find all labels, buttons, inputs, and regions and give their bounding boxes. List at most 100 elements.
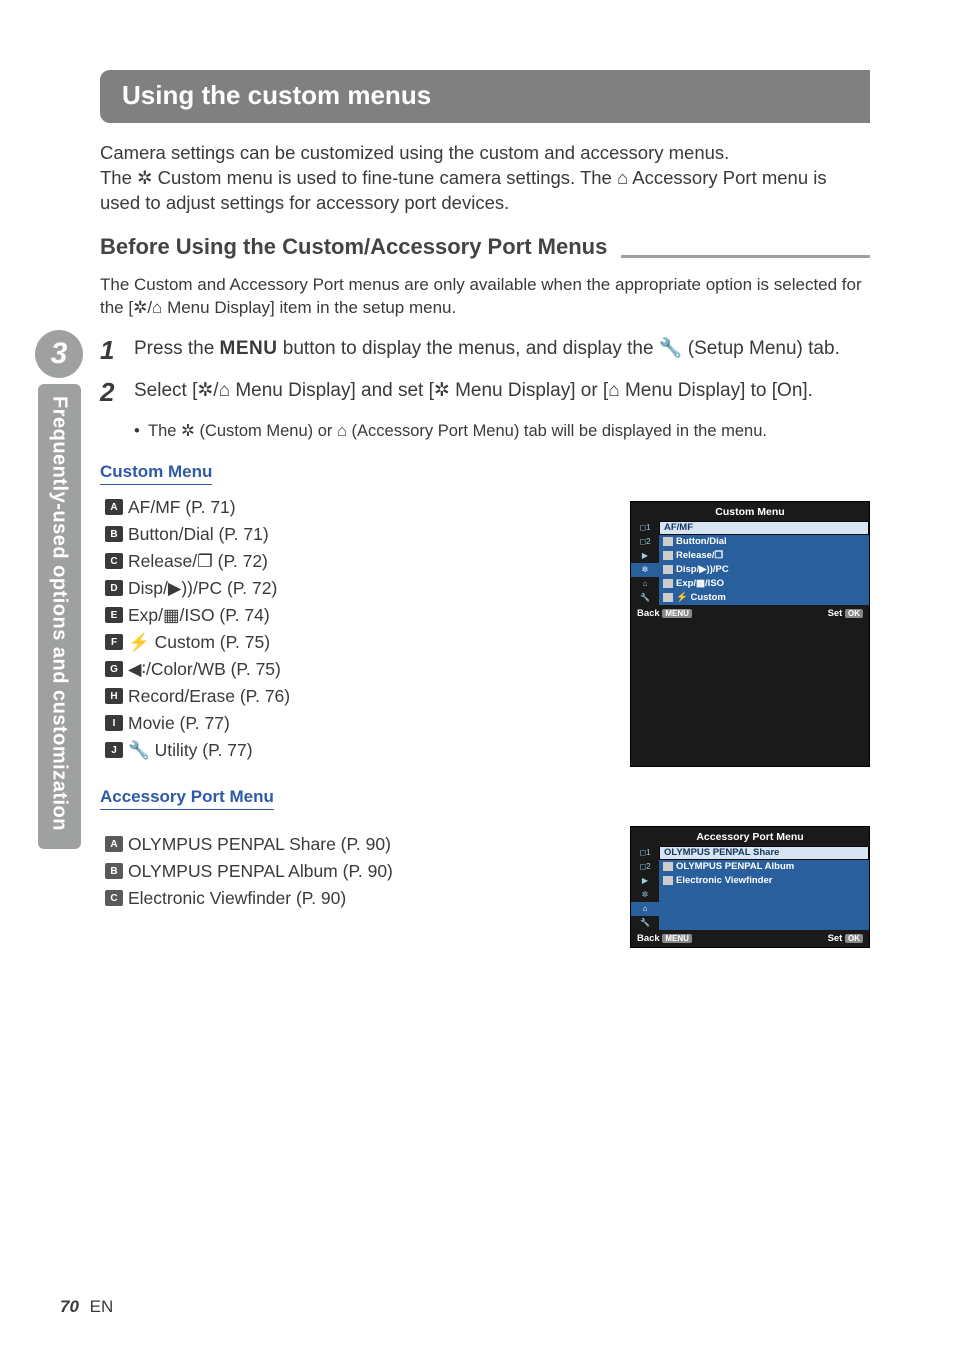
osd-options: OLYMPUS PENPAL Share OLYMPUS PENPAL Albu… bbox=[659, 846, 869, 930]
osd-row-marker-icon bbox=[663, 551, 673, 560]
osd-row-marker-icon bbox=[663, 876, 673, 885]
osd-option: Disp/▶))/PC bbox=[659, 563, 869, 577]
osd-option-text: OLYMPUS PENPAL Album bbox=[676, 861, 794, 872]
osd-row-marker-icon bbox=[663, 593, 673, 602]
bullet-c: (Accessory Port Menu) tab will be displa… bbox=[347, 422, 767, 440]
osd-option: Electronic Viewfinder bbox=[659, 874, 869, 888]
marker-icon: A bbox=[100, 499, 128, 515]
bullet-b: (Custom Menu) or bbox=[195, 422, 337, 440]
menu-button-label: MENU bbox=[220, 338, 278, 359]
condition-paragraph: The Custom and Accessory Port menus are … bbox=[100, 274, 870, 320]
marker-icon: J bbox=[100, 742, 128, 758]
osd-option: Button/Dial bbox=[659, 535, 869, 549]
gear-icon: ✲ bbox=[137, 167, 153, 188]
list-item: HRecord/Erase (P. 76) bbox=[100, 686, 540, 707]
osd-option: ⚡ Custom bbox=[659, 591, 869, 605]
osd-option-text: Button/Dial bbox=[676, 536, 727, 547]
step-1: 1 Press the MENU button to display the m… bbox=[100, 336, 870, 366]
list-item: EExp/▦/ISO (P. 74) bbox=[100, 605, 540, 626]
osd-option-selected: OLYMPUS PENPAL Share bbox=[659, 846, 869, 860]
list-item: G◀∶/Color/WB (P. 75) bbox=[100, 659, 540, 680]
port-icon-2: ⌂ bbox=[608, 380, 619, 401]
intro-line-2b: Custom menu is used to fine-tune camera … bbox=[153, 167, 617, 188]
subheading-rule bbox=[621, 255, 870, 258]
osd-tab-icon: ◻2 bbox=[631, 860, 659, 874]
osd-option bbox=[659, 888, 869, 902]
marker-icon: D bbox=[100, 580, 128, 596]
menu-badge-icon: MENU bbox=[662, 609, 692, 618]
list-item-text: Movie (P. 77) bbox=[128, 713, 230, 734]
osd-back-label: Back MENU bbox=[637, 608, 692, 619]
osd-left-tabs: ◻1 ◻2 ▶ ✲ ⌂ 🔧 bbox=[631, 521, 659, 605]
side-tab-label: Frequently-used options and customizatio… bbox=[38, 384, 81, 849]
osd-back-label: Back MENU bbox=[637, 933, 692, 944]
osd-tab-icon: ✲ bbox=[631, 563, 659, 577]
page-footer: 70 EN bbox=[60, 1297, 113, 1317]
list-item-text: ⚡ Custom (P. 75) bbox=[128, 632, 270, 653]
osd-left-tabs: ◻1 ◻2 ▶ ✲ ⌂ 🔧 bbox=[631, 846, 659, 930]
chapter-number: 3 bbox=[35, 330, 83, 378]
osd-option-text: OLYMPUS PENPAL Share bbox=[664, 847, 779, 858]
osd-tab-icon: ◻1 bbox=[631, 521, 659, 535]
osd-set-label: Set OK bbox=[828, 608, 863, 619]
osd-option: OLYMPUS PENPAL Album bbox=[659, 860, 869, 874]
marker-icon: B bbox=[100, 526, 128, 542]
gear-icon-2: ✲ bbox=[434, 380, 450, 401]
list-item: CRelease/❐ (P. 72) bbox=[100, 551, 540, 572]
bullet-dot-icon: • bbox=[134, 420, 148, 442]
step-1-b: button to display the menus, and display… bbox=[278, 338, 659, 359]
step-2-d: Menu Display] to [On]. bbox=[620, 380, 813, 401]
marker-icon: F bbox=[100, 634, 128, 650]
marker-icon: G bbox=[100, 661, 128, 677]
list-item: AOLYMPUS PENPAL Share (P. 90) bbox=[100, 834, 540, 855]
side-tab: 3 Frequently-used options and customizat… bbox=[35, 330, 83, 849]
accessory-menu-list: AOLYMPUS PENPAL Share (P. 90) BOLYMPUS P… bbox=[100, 834, 540, 948]
gear-port-icon-2: ✲/⌂ bbox=[197, 380, 230, 401]
accessory-menu-columns: AOLYMPUS PENPAL Share (P. 90) BOLYMPUS P… bbox=[100, 822, 870, 948]
custom-menu-list: AAF/MF (P. 71) BButton/Dial (P. 71) CRel… bbox=[100, 497, 540, 767]
osd-tab-icon: 🔧 bbox=[631, 916, 659, 930]
osd-body: ◻1 ◻2 ▶ ✲ ⌂ 🔧 OLYMPUS PENPAL Share OLYMP… bbox=[631, 846, 869, 930]
marker-icon: E bbox=[100, 607, 128, 623]
marker-icon: B bbox=[100, 863, 128, 879]
intro-line-1: Camera settings can be customized using … bbox=[100, 142, 729, 163]
wrench-icon: 🔧 bbox=[659, 338, 683, 359]
custom-menu-columns: AAF/MF (P. 71) BButton/Dial (P. 71) CRel… bbox=[100, 497, 870, 767]
osd-tab-icon: ◻2 bbox=[631, 535, 659, 549]
marker-icon: H bbox=[100, 688, 128, 704]
content-area: Using the custom menus Camera settings c… bbox=[100, 70, 870, 948]
step-2: 2 Select [✲/⌂ Menu Display] and set [✲ M… bbox=[100, 378, 870, 408]
osd-option-text: Exp/▦/ISO bbox=[676, 578, 724, 589]
list-item-text: AF/MF (P. 71) bbox=[128, 497, 236, 518]
list-item: BButton/Dial (P. 71) bbox=[100, 524, 540, 545]
menu-badge-icon: MENU bbox=[662, 934, 692, 943]
page-lang: EN bbox=[90, 1297, 114, 1316]
osd-option: Release/❐ bbox=[659, 549, 869, 563]
osd-footer: Back MENU Set OK bbox=[631, 930, 869, 947]
list-item-text: 🔧 Utility (P. 77) bbox=[128, 740, 253, 761]
list-item-text: OLYMPUS PENPAL Share (P. 90) bbox=[128, 834, 391, 855]
osd-row-marker-icon bbox=[663, 862, 673, 871]
list-item-text: Electronic Viewfinder (P. 90) bbox=[128, 888, 346, 909]
osd-body: ◻1 ◻2 ▶ ✲ ⌂ 🔧 AF/MF Button/Dial Release/… bbox=[631, 521, 869, 605]
osd-option: Exp/▦/ISO bbox=[659, 577, 869, 591]
osd-set-label: Set OK bbox=[828, 933, 863, 944]
osd-option bbox=[659, 916, 869, 930]
step-1-a: Press the bbox=[134, 338, 220, 359]
osd-title: Custom Menu bbox=[631, 502, 869, 521]
step-2-bullet: • The ✲ (Custom Menu) or ⌂ (Accessory Po… bbox=[134, 420, 870, 442]
osd-row-marker-icon bbox=[663, 579, 673, 588]
custom-menu-screenshot-col: Custom Menu ◻1 ◻2 ▶ ✲ ⌂ 🔧 AF/MF Butto bbox=[540, 497, 870, 767]
osd-option-text: Release/❐ bbox=[676, 550, 723, 561]
accessory-menu-screenshot-col: Accessory Port Menu ◻1 ◻2 ▶ ✲ ⌂ 🔧 OLYMPU… bbox=[540, 822, 870, 948]
list-item-text: OLYMPUS PENPAL Album (P. 90) bbox=[128, 861, 393, 882]
list-item-text: ◀∶/Color/WB (P. 75) bbox=[128, 659, 281, 680]
list-item: BOLYMPUS PENPAL Album (P. 90) bbox=[100, 861, 540, 882]
osd-tab-icon: ▶ bbox=[631, 549, 659, 563]
osd-tab-icon: 🔧 bbox=[631, 591, 659, 605]
list-item-text: Button/Dial (P. 71) bbox=[128, 524, 269, 545]
osd-option-text: Disp/▶))/PC bbox=[676, 564, 729, 575]
osd-title: Accessory Port Menu bbox=[631, 827, 869, 846]
step-2-a: Select [ bbox=[134, 380, 197, 401]
osd-tab-icon: ✲ bbox=[631, 888, 659, 902]
